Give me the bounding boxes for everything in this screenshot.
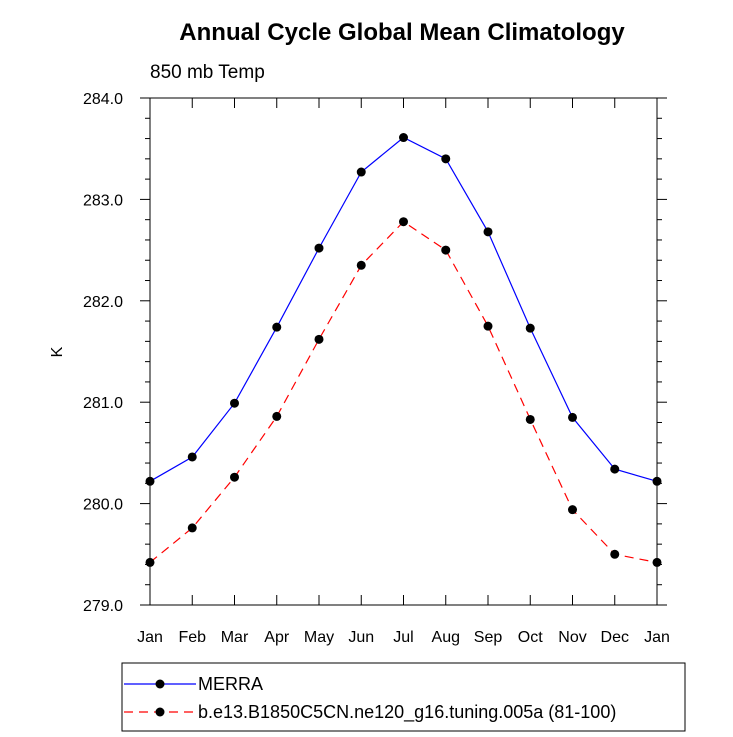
- x-tick-label: Jun: [348, 629, 374, 646]
- y-tick-label: 282.0: [83, 294, 123, 311]
- axis-ticks: Jan Feb Mar Apr May Jun Jul Aug Sep Oct Nov Dec Jan 2…: [83, 91, 670, 646]
- series-1-point: [187, 452, 197, 462]
- series-2-point: [525, 414, 535, 424]
- series-line-2: [149, 220, 658, 563]
- y-tick-label: 284.0: [83, 91, 123, 108]
- series-2-point: [314, 334, 324, 344]
- series-2-point: [187, 523, 197, 533]
- chart-title: Annual Cycle Global Mean Climatology: [179, 19, 625, 46]
- series-1-point: [525, 323, 535, 333]
- x-tick-label: Mar: [221, 629, 249, 646]
- series-1-point: [441, 154, 451, 164]
- series-1-point: [314, 243, 324, 253]
- y-tick-label: 280.0: [83, 497, 123, 514]
- series-2-point: [230, 472, 239, 482]
- legend-label-2: b.e13.B1850C5CN.ne120_g16.tuning.005a (8…: [198, 702, 616, 723]
- x-tick-label: Apr: [264, 629, 290, 646]
- series-2-point: [652, 557, 662, 567]
- series-line-1: [149, 136, 658, 482]
- x-tick-label: Sep: [474, 629, 503, 646]
- x-tick-label: May: [304, 629, 334, 646]
- x-tick-label: Jan: [137, 629, 163, 646]
- y-axis-label: K: [49, 346, 66, 357]
- y-tick-label: 279.0: [83, 598, 123, 615]
- series-1-point: [610, 464, 620, 474]
- x-tick-label: Feb: [178, 629, 206, 646]
- plot-frame: [149, 97, 658, 606]
- series-2-point: [399, 217, 408, 227]
- chart-subtitle: 850 mb Temp: [150, 62, 265, 83]
- series-1-point: [568, 412, 577, 422]
- x-tick-label: Oct: [518, 629, 543, 646]
- series-layer: [145, 133, 662, 567]
- series-2-point: [272, 411, 282, 421]
- x-tick-label: Jan: [644, 629, 670, 646]
- series-1-point: [652, 476, 662, 486]
- legend-box: [121, 662, 686, 732]
- y-tick-label: 283.0: [83, 192, 123, 209]
- legend-label-1: MERRA: [198, 674, 263, 694]
- series-1-point: [356, 167, 366, 177]
- series-2-point: [483, 321, 493, 331]
- legend: MERRA b.e13.B1850C5CN.ne120_g16.tuning.00…: [121, 662, 686, 732]
- series-2-point: [356, 260, 366, 270]
- series-2-point: [610, 549, 620, 559]
- series-1-point: [145, 476, 155, 486]
- series-1-point: [483, 227, 493, 237]
- series-1-point: [272, 322, 282, 332]
- y-tick-label: 281.0: [83, 395, 123, 412]
- x-tick-label: Jul: [393, 629, 413, 646]
- legend-marker-2: [155, 707, 165, 717]
- series-2-point: [441, 245, 451, 255]
- series-1-point: [230, 398, 239, 408]
- series-2-point: [568, 505, 577, 515]
- legend-marker-1: [155, 679, 165, 689]
- series-2-point: [145, 557, 155, 567]
- series-1-point: [399, 133, 408, 143]
- x-tick-label: Nov: [558, 629, 586, 646]
- x-tick-label: Aug: [432, 629, 460, 646]
- x-tick-label: Dec: [601, 629, 629, 646]
